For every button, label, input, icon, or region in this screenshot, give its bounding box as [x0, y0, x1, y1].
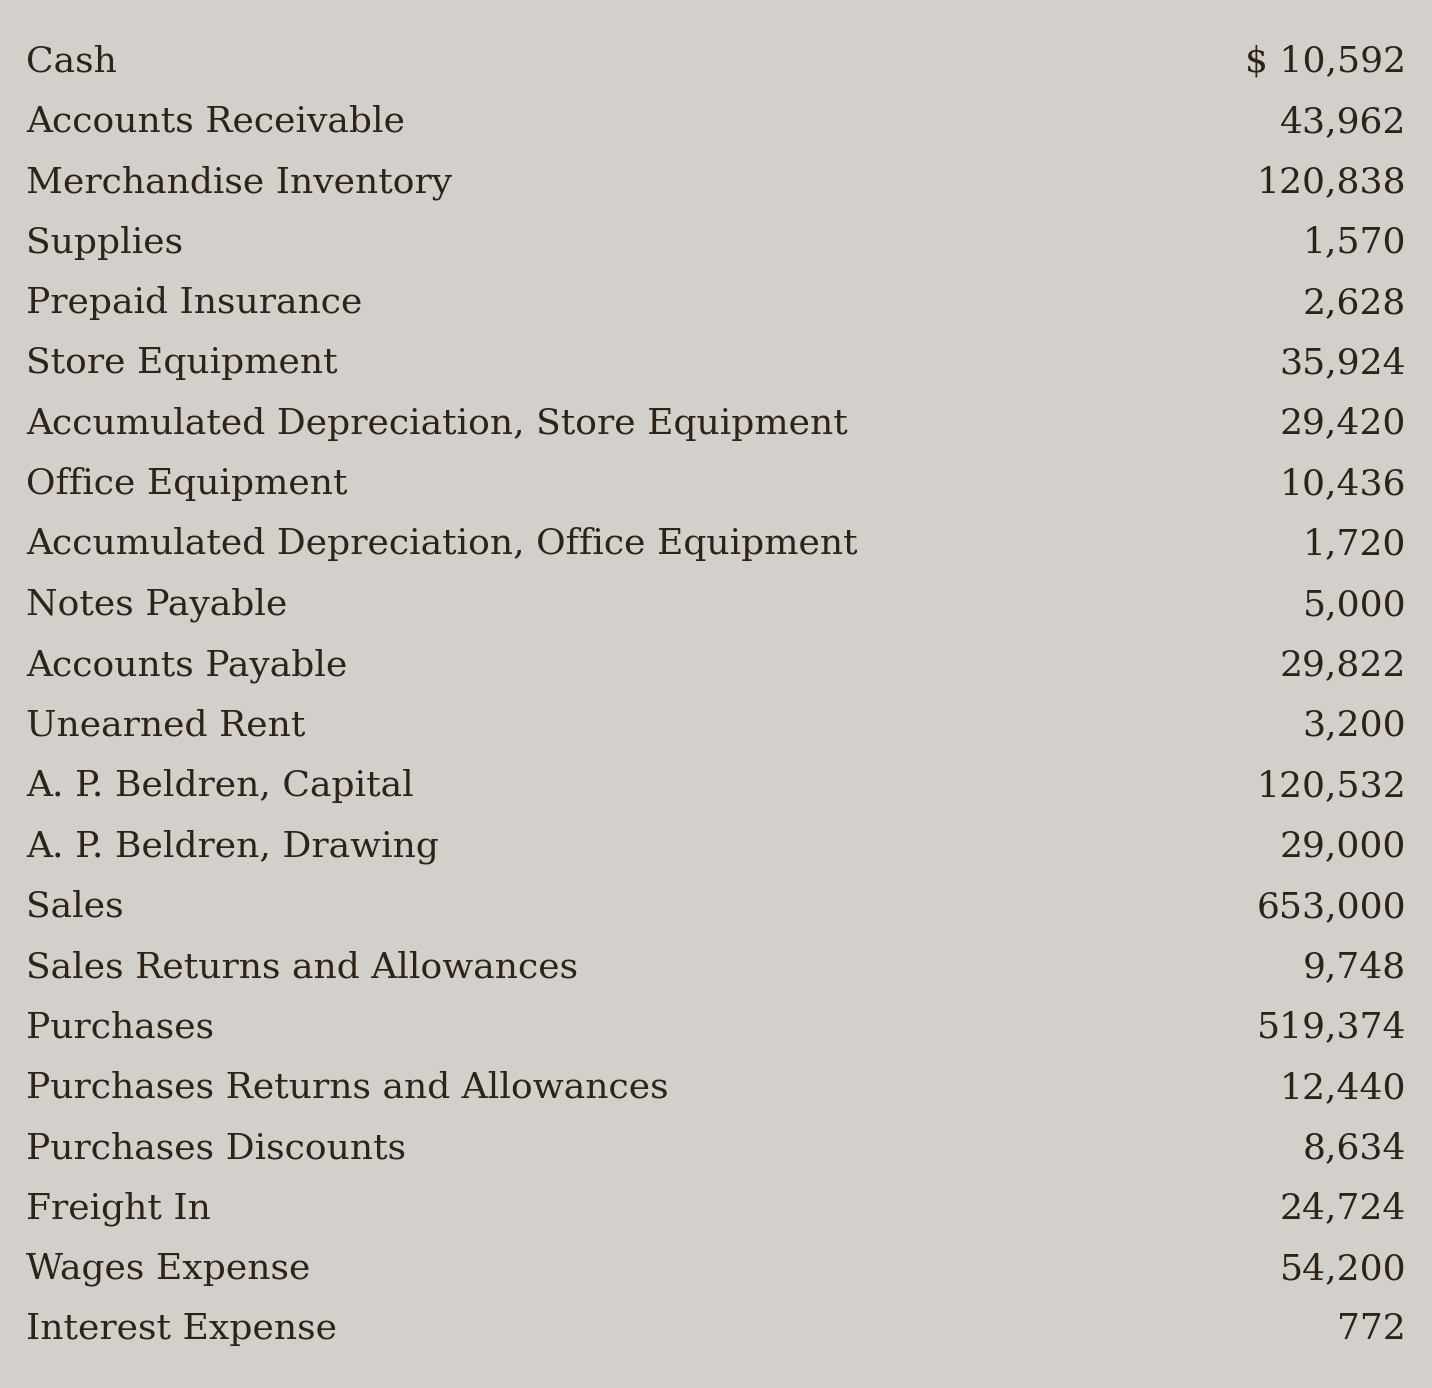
- Text: 54,200: 54,200: [1280, 1252, 1406, 1285]
- Text: Interest Expense: Interest Expense: [26, 1313, 337, 1346]
- Text: 29,420: 29,420: [1280, 407, 1406, 440]
- Text: 772: 772: [1337, 1313, 1406, 1346]
- Text: 12,440: 12,440: [1280, 1072, 1406, 1105]
- Text: Sales Returns and Allowances: Sales Returns and Allowances: [26, 951, 579, 984]
- Text: Unearned Rent: Unearned Rent: [26, 709, 305, 743]
- Text: Prepaid Insurance: Prepaid Insurance: [26, 286, 362, 319]
- Text: 1,720: 1,720: [1303, 527, 1406, 561]
- Text: Accounts Receivable: Accounts Receivable: [26, 105, 405, 139]
- Text: 120,532: 120,532: [1256, 769, 1406, 802]
- Text: Accumulated Depreciation, Office Equipment: Accumulated Depreciation, Office Equipme…: [26, 527, 858, 561]
- Text: 9,748: 9,748: [1303, 951, 1406, 984]
- Text: Purchases: Purchases: [26, 1010, 213, 1044]
- Text: 3,200: 3,200: [1303, 709, 1406, 743]
- Text: 43,962: 43,962: [1280, 105, 1406, 139]
- Text: 29,000: 29,000: [1280, 830, 1406, 863]
- Text: Notes Payable: Notes Payable: [26, 589, 288, 622]
- Text: 653,000: 653,000: [1257, 890, 1406, 923]
- Text: Cash: Cash: [26, 44, 116, 78]
- Text: Office Equipment: Office Equipment: [26, 466, 348, 501]
- Text: 120,838: 120,838: [1257, 165, 1406, 198]
- Text: Purchases Returns and Allowances: Purchases Returns and Allowances: [26, 1072, 669, 1105]
- Text: $ 10,592: $ 10,592: [1246, 44, 1406, 78]
- Text: 35,924: 35,924: [1280, 347, 1406, 380]
- Text: Purchases Discounts: Purchases Discounts: [26, 1131, 405, 1165]
- Text: 8,634: 8,634: [1303, 1131, 1406, 1165]
- Text: Accumulated Depreciation, Store Equipment: Accumulated Depreciation, Store Equipmen…: [26, 407, 848, 440]
- Text: 519,374: 519,374: [1257, 1010, 1406, 1044]
- Text: 1,570: 1,570: [1303, 226, 1406, 260]
- Text: 5,000: 5,000: [1303, 589, 1406, 622]
- Text: 2,628: 2,628: [1303, 286, 1406, 319]
- Text: Store Equipment: Store Equipment: [26, 347, 338, 380]
- Text: 29,822: 29,822: [1280, 648, 1406, 682]
- Text: A. P. Beldren, Capital: A. P. Beldren, Capital: [26, 769, 414, 802]
- Text: 24,724: 24,724: [1280, 1191, 1406, 1226]
- Text: Accounts Payable: Accounts Payable: [26, 648, 347, 683]
- Text: Merchandise Inventory: Merchandise Inventory: [26, 165, 453, 200]
- Text: 10,436: 10,436: [1280, 466, 1406, 501]
- Text: Sales: Sales: [26, 890, 123, 923]
- Text: Freight In: Freight In: [26, 1191, 211, 1226]
- Text: Wages Expense: Wages Expense: [26, 1252, 311, 1285]
- Text: Supplies: Supplies: [26, 226, 183, 260]
- Text: A. P. Beldren, Drawing: A. P. Beldren, Drawing: [26, 830, 438, 863]
